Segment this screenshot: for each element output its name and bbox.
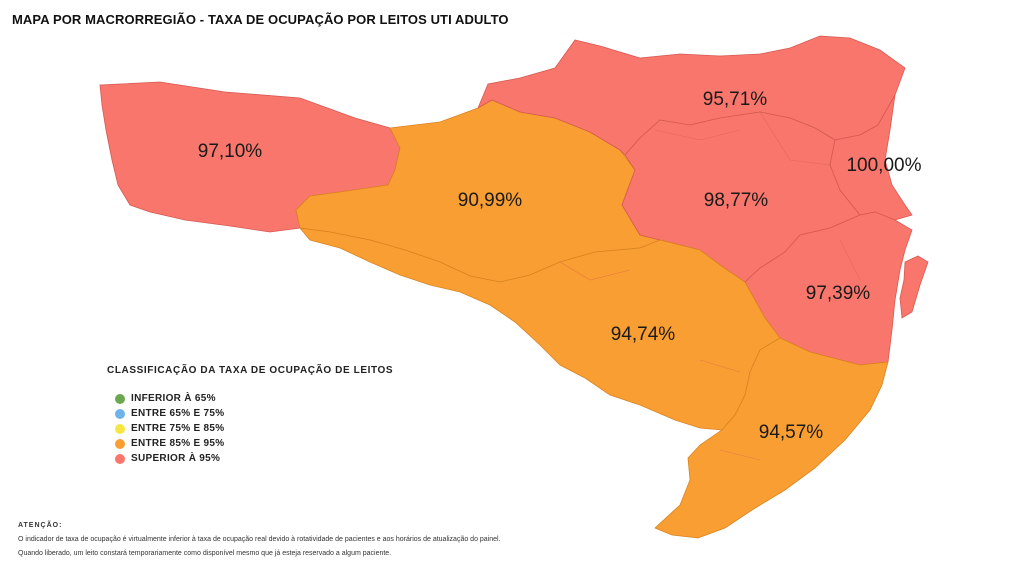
legend-item: ENTRE 65% E 75% [115, 406, 393, 421]
legend-label: ENTRE 85% E 95% [131, 438, 225, 449]
legend-label: ENTRE 75% E 85% [131, 423, 225, 434]
legend-label: ENTRE 65% E 75% [131, 408, 225, 419]
notice-line-2: Quando liberado, um leito constará tempo… [18, 550, 392, 557]
notice-title: ATENÇÃO: [18, 522, 63, 529]
label-meio-oeste: 90,99% [458, 190, 523, 211]
legend-title: CLASSIFICAÇÃO DA TAXA DE OCUPAÇÃO DE LEI… [107, 365, 394, 376]
legend-item: ENTRE 85% E 95% [115, 436, 393, 451]
label-vale-itajai: 98,77% [704, 190, 769, 211]
label-sul: 94,57% [759, 422, 824, 443]
notice: ATENÇÃO: O indicador de taxa de ocupação… [18, 519, 718, 561]
legend-item: ENTRE 75% E 85% [115, 421, 393, 436]
label-foz-itajai: 100,00% [846, 155, 921, 176]
label-grande-oeste: 97,10% [198, 141, 263, 162]
legend: CLASSIFICAÇÃO DA TAXA DE OCUPAÇÃO DE LEI… [107, 365, 393, 466]
label-serra-catarinense: 94,74% [611, 324, 676, 345]
legend-dot-icon [115, 393, 125, 404]
legend-item: SUPERIOR À 95% [115, 451, 393, 466]
legend-dot-icon [115, 453, 125, 464]
notice-line-1: O indicador de taxa de ocupação é virtua… [18, 536, 501, 543]
label-planalto-norte: 95,71% [703, 89, 768, 110]
region-foz-itajai[interactable] [829, 94, 913, 221]
municipal-borders [559, 111, 861, 461]
page-title: MAPA POR MACRORREGIÃO - TAXA DE OCUPAÇÃO… [12, 12, 509, 27]
legend-label: SUPERIOR À 95% [131, 453, 221, 464]
legend-dot-icon [115, 408, 125, 419]
legend-dot-icon [115, 438, 125, 449]
region-sul[interactable] [654, 337, 889, 539]
legend-item: INFERIOR À 65% [115, 391, 393, 406]
legend-label: INFERIOR À 65% [131, 393, 216, 404]
legend-dot-icon [115, 423, 125, 434]
label-grande-florianopolis: 97,39% [806, 283, 871, 304]
